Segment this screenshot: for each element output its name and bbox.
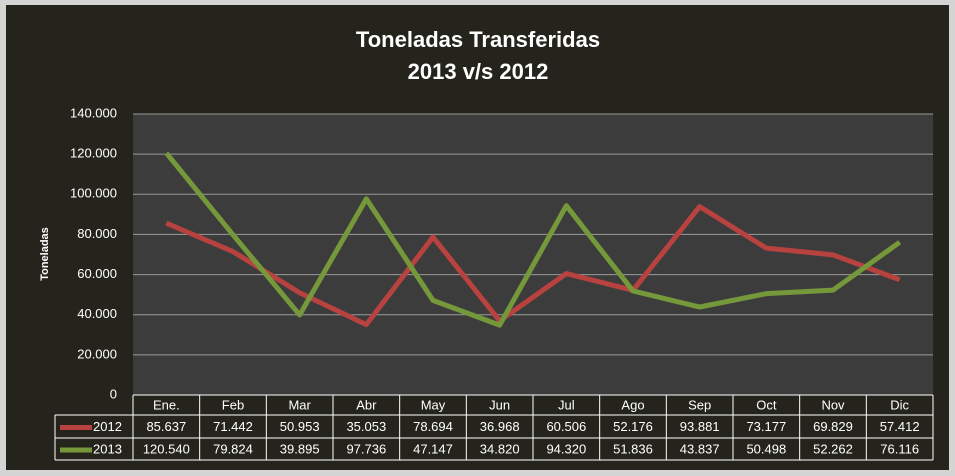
y-tick-label: 120.000 (70, 146, 117, 161)
data-label: 76.116 (880, 441, 919, 456)
data-label: 35.053 (346, 419, 386, 434)
data-label: 51.836 (613, 441, 653, 456)
y-tick-label: 40.000 (77, 306, 117, 321)
y-tick-label: 0 (110, 386, 117, 401)
data-label: 50.498 (746, 441, 786, 456)
data-label: 73.177 (746, 419, 786, 434)
y-axis-label: Toneladas (39, 227, 51, 281)
data-label: 79.824 (213, 441, 253, 456)
data-label: 47.147 (413, 441, 453, 456)
y-tick-label: 60.000 (77, 266, 117, 281)
data-label: 94.320 (546, 441, 586, 456)
data-label: 60.506 (546, 419, 586, 434)
data-label: 85.637 (146, 419, 186, 434)
x-tick-label: May (421, 397, 446, 412)
y-tick-label: 140.000 (70, 105, 117, 120)
data-label: 43.837 (680, 441, 720, 456)
x-tick-label: Oct (756, 397, 777, 412)
data-label: 93.881 (680, 419, 720, 434)
y-tick-label: 20.000 (77, 346, 117, 361)
chart-title: Toneladas Transferidas (356, 27, 600, 52)
x-tick-label: Ene. (153, 397, 180, 412)
x-tick-label: Feb (222, 397, 244, 412)
x-tick-label: Jul (558, 397, 575, 412)
data-label: 34.820 (480, 441, 520, 456)
x-tick-label: Nov (821, 397, 845, 412)
chart-subtitle: 2013 v/s 2012 (408, 59, 549, 84)
legend-label: 2013 (93, 441, 122, 456)
x-tick-label: Abr (356, 397, 377, 412)
data-label: 97.736 (346, 441, 386, 456)
data-label: 39.895 (280, 441, 320, 456)
data-label: 36.968 (480, 419, 520, 434)
legend-label: 2012 (93, 419, 122, 434)
data-label: 120.540 (143, 441, 190, 456)
x-tick-label: Sep (688, 397, 711, 412)
data-label: 71.442 (213, 419, 253, 434)
data-label: 57.412 (880, 419, 920, 434)
x-tick-label: Ago (621, 397, 644, 412)
x-tick-label: Mar (288, 397, 311, 412)
data-label: 52.262 (813, 441, 853, 456)
plot-area (133, 114, 933, 395)
data-label: 78.694 (413, 419, 453, 434)
line-series (165, 204, 901, 328)
data-label: 69.829 (813, 419, 853, 434)
y-tick-label: 100.000 (70, 186, 117, 201)
y-tick-label: 80.000 (77, 226, 117, 241)
line-series (164, 151, 902, 328)
data-label: 50.953 (280, 419, 320, 434)
data-label: 52.176 (613, 419, 653, 434)
x-tick-label: Jun (489, 397, 510, 412)
x-tick-label: Dic (890, 397, 909, 412)
